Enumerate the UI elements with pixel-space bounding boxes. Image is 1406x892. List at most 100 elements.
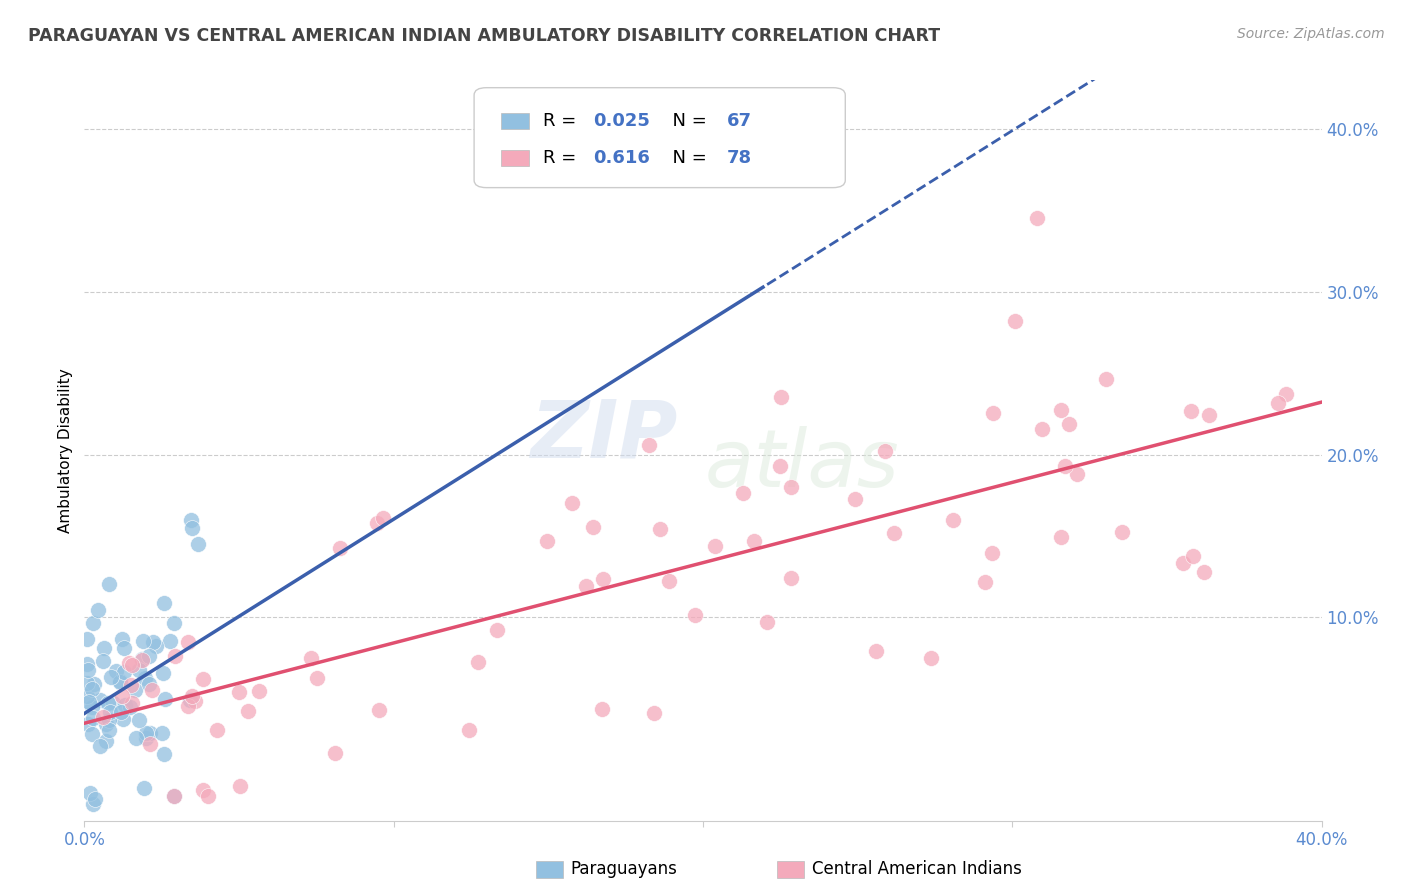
Point: [683, 607, 706, 622]
Point: [118, 656, 141, 670]
Point: [658, 574, 681, 588]
Point: [1049, 531, 1071, 545]
Point: [779, 571, 801, 585]
FancyBboxPatch shape: [778, 862, 804, 878]
Point: [755, 615, 778, 629]
Point: [1180, 403, 1202, 417]
Point: [1111, 524, 1133, 539]
Point: [138, 648, 160, 663]
Point: [180, 690, 202, 704]
Point: [89, 692, 111, 706]
Point: [120, 678, 142, 692]
Point: [108, 674, 131, 689]
Text: Paraguayans: Paraguayans: [571, 860, 678, 878]
Point: [323, 746, 346, 760]
Point: [983, 406, 1005, 420]
Point: [228, 685, 250, 699]
Point: [150, 726, 173, 740]
Point: [134, 671, 156, 685]
Point: [131, 651, 153, 665]
Point: [205, 723, 228, 737]
Point: [82, 615, 104, 630]
Point: [97, 723, 120, 738]
Point: [1267, 396, 1289, 410]
Point: [159, 634, 181, 648]
Point: [769, 390, 792, 404]
Point: [124, 683, 146, 698]
FancyBboxPatch shape: [536, 862, 564, 878]
Point: [780, 480, 803, 494]
Point: [153, 747, 176, 761]
Point: [1171, 556, 1194, 570]
Point: [177, 698, 200, 713]
Point: [114, 698, 136, 712]
Point: [111, 632, 134, 646]
Point: [367, 702, 389, 716]
Point: [91, 654, 114, 668]
Point: [1031, 422, 1053, 436]
Point: [83, 676, 105, 690]
Point: [1192, 565, 1215, 579]
Point: [648, 523, 671, 537]
Point: [97, 713, 120, 727]
Point: [981, 546, 1004, 560]
Point: [138, 677, 160, 691]
Point: [94, 717, 117, 731]
Point: [865, 643, 887, 657]
Point: [1275, 387, 1298, 401]
Point: [76, 717, 98, 731]
Point: [112, 712, 135, 726]
Point: [82, 681, 104, 696]
Point: [193, 673, 215, 687]
Point: [162, 789, 184, 804]
FancyBboxPatch shape: [502, 150, 529, 166]
Point: [132, 781, 155, 796]
Text: Source: ZipAtlas.com: Source: ZipAtlas.com: [1237, 27, 1385, 41]
Point: [742, 533, 765, 548]
Point: [536, 533, 558, 548]
Point: [1066, 467, 1088, 481]
Point: [197, 789, 219, 804]
Point: [120, 699, 142, 714]
Point: [974, 574, 997, 589]
Point: [135, 726, 157, 740]
Point: [121, 658, 143, 673]
Point: [153, 692, 176, 706]
Text: 0.616: 0.616: [593, 149, 650, 167]
Point: [80, 727, 103, 741]
FancyBboxPatch shape: [502, 113, 529, 129]
Point: [181, 521, 204, 535]
Point: [183, 694, 205, 708]
Point: [82, 797, 104, 812]
Point: [139, 737, 162, 751]
Point: [229, 780, 252, 794]
Point: [98, 577, 121, 591]
Point: [942, 512, 965, 526]
Y-axis label: Ambulatory Disability: Ambulatory Disability: [58, 368, 73, 533]
Point: [87, 603, 110, 617]
Point: [153, 597, 176, 611]
Point: [883, 526, 905, 541]
Point: [637, 438, 659, 452]
Point: [177, 635, 200, 649]
Point: [1049, 403, 1071, 417]
Point: [458, 723, 481, 737]
Point: [180, 513, 202, 527]
FancyBboxPatch shape: [474, 87, 845, 187]
Text: N =: N =: [661, 112, 713, 130]
Point: [80, 699, 103, 714]
Text: R =: R =: [543, 149, 582, 167]
Point: [145, 640, 167, 654]
Point: [247, 684, 270, 698]
Point: [76, 657, 98, 672]
Point: [112, 665, 135, 679]
Point: [114, 641, 136, 656]
Point: [111, 689, 134, 703]
Point: [163, 789, 186, 804]
Point: [138, 726, 160, 740]
Text: 78: 78: [727, 149, 752, 167]
Text: PARAGUAYAN VS CENTRAL AMERICAN INDIAN AMBULATORY DISABILITY CORRELATION CHART: PARAGUAYAN VS CENTRAL AMERICAN INDIAN AM…: [28, 27, 941, 45]
Point: [1057, 417, 1080, 431]
Point: [1054, 458, 1077, 473]
Point: [307, 671, 329, 685]
